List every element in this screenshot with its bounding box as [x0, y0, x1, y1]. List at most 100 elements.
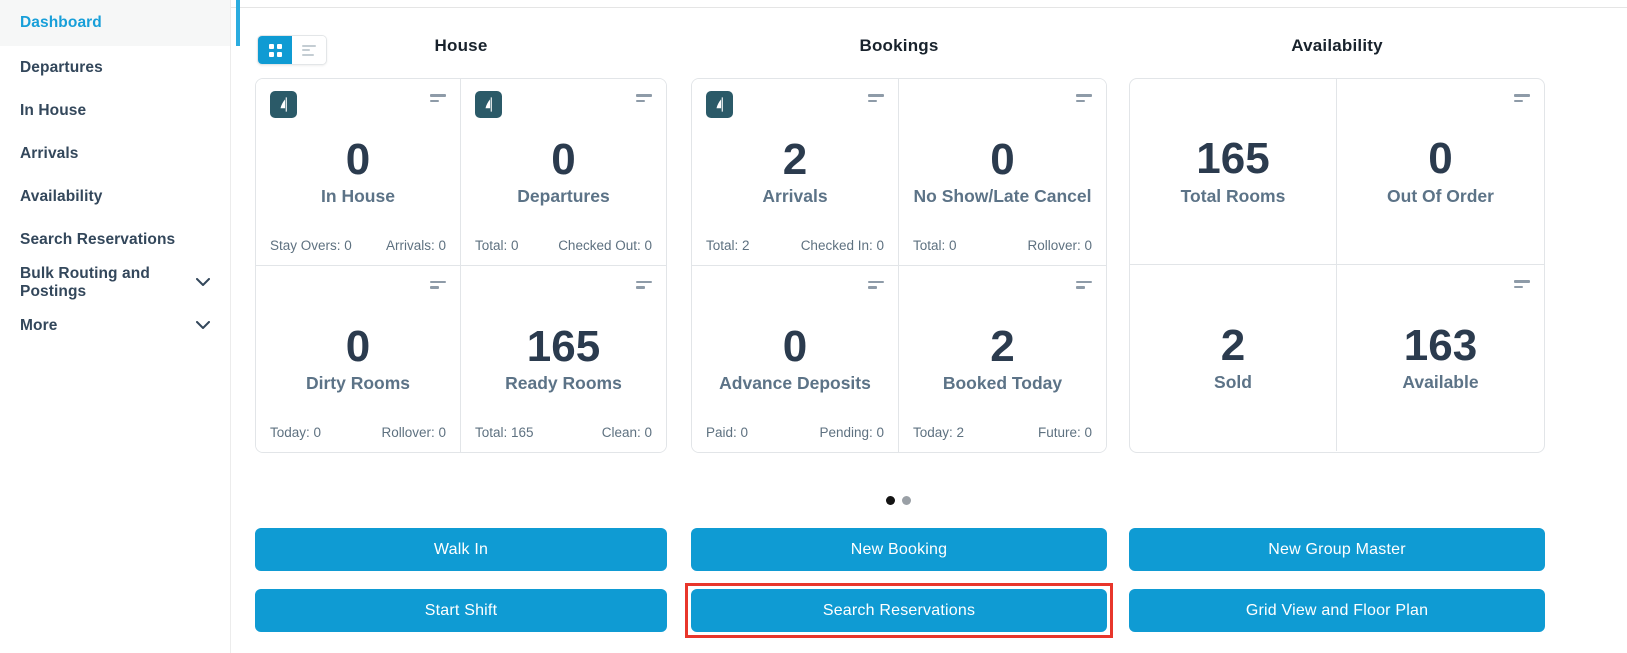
section-title-availability: Availability: [1291, 36, 1383, 55]
new-group-master-button[interactable]: New Group Master: [1129, 528, 1545, 571]
stat-footer-left: Paid: 0: [706, 425, 749, 440]
sidebar-item-search-reservations[interactable]: Search Reservations: [0, 218, 230, 261]
stat-value: 165: [1196, 134, 1270, 184]
card-summary-lines-icon[interactable]: [1514, 94, 1530, 102]
stat-label: Sold: [1214, 372, 1252, 393]
sidebar-item-label: Dashboard: [20, 14, 102, 31]
stat-footer-right: Rollover: 0: [381, 425, 446, 440]
card-summary-lines-icon[interactable]: [1514, 280, 1530, 288]
sidebar-item-availability[interactable]: Availability: [0, 175, 230, 218]
search-reservations-button[interactable]: Search Reservations: [691, 589, 1107, 632]
stat-card-ready-rooms[interactable]: 165 Ready Rooms Total: 165 Clean: 0: [461, 265, 666, 452]
stat-cell-out-of-order: 0 Out Of Order: [1337, 79, 1544, 264]
list-view-icon: [302, 42, 316, 58]
stat-card-departures[interactable]: 0 Departures Total: 0 Checked Out: 0: [461, 79, 666, 266]
stat-label: Dirty Rooms: [305, 372, 411, 393]
stat-footer-right: Clean: 0: [601, 425, 652, 440]
availability-row-sold[interactable]: 2 Sold 163 Available: [1130, 265, 1544, 451]
stat-value: 0: [345, 134, 371, 184]
grid-view-icon: [268, 43, 282, 57]
stat-card-advance-deposits[interactable]: 0 Advance Deposits Paid: 0 Pending: 0: [692, 265, 899, 452]
sidebar-item-label: Departures: [20, 58, 103, 76]
stat-label: In House: [321, 185, 395, 206]
grid-view-toggle-button[interactable]: [258, 36, 292, 64]
stat-card-booked-today[interactable]: 2 Booked Today Today: 2 Future: 0: [899, 265, 1106, 452]
card-summary-lines-icon[interactable]: [430, 94, 446, 102]
sidebar-item-in-house[interactable]: In House: [0, 89, 230, 132]
brand-sail-icon: [270, 91, 297, 118]
card-summary-lines-icon[interactable]: [430, 280, 446, 289]
sidebar-item-bulk-routing-and-postings[interactable]: Bulk Routing and Postings: [0, 261, 230, 304]
stat-footer-left: Stay Overs: 0: [270, 237, 352, 253]
card-summary-lines-icon[interactable]: [868, 280, 884, 289]
stat-footer-right: Rollover: 0: [1027, 237, 1092, 253]
active-nav-indicator: [236, 0, 240, 46]
stat-footer-left: Total: 165: [475, 425, 534, 440]
stat-footer-right: Arrivals: 0: [385, 237, 446, 253]
stat-footer-left: Today: 0: [270, 425, 322, 440]
stat-footer-right: Checked In: 0: [800, 237, 884, 253]
stat-cell-total-rooms: 165 Total Rooms: [1130, 79, 1337, 264]
brand-sail-icon: [475, 91, 502, 118]
card-summary-lines-icon[interactable]: [868, 94, 884, 102]
header-divider: [231, 7, 1627, 8]
pagination-dot[interactable]: [902, 496, 911, 505]
card-summary-lines-icon[interactable]: [636, 94, 652, 102]
stat-value: 165: [526, 321, 601, 371]
section-title-house: House: [434, 36, 488, 55]
stat-label: Ready Rooms: [505, 372, 622, 393]
stat-footer-right: Pending: 0: [819, 425, 884, 440]
house-panel: 0 In House Stay Overs: 0 Arrivals: 0 0 D…: [255, 78, 667, 453]
stat-value: 163: [1403, 320, 1478, 370]
stat-label: No Show/Late Cancel: [913, 185, 1092, 206]
availability-row-total[interactable]: 165 Total Rooms 0 Out Of Order: [1130, 79, 1544, 265]
stat-label: Out Of Order: [1387, 185, 1494, 206]
stat-card-in-house[interactable]: 0 In House Stay Overs: 0 Arrivals: 0: [256, 79, 461, 266]
stat-label: Arrivals: [762, 185, 828, 206]
stat-card-dirty-rooms[interactable]: 0 Dirty Rooms Today: 0 Rollover: 0: [256, 265, 461, 452]
stat-value: 2: [782, 134, 808, 184]
sidebar-item-label: Search Reservations: [20, 230, 176, 248]
pagination-dot-active[interactable]: [886, 496, 895, 505]
card-summary-lines-icon[interactable]: [1076, 280, 1092, 289]
card-summary-lines-icon[interactable]: [1076, 94, 1092, 102]
stat-label: Departures: [517, 185, 610, 206]
sidebar-item-label: Bulk Routing and Postings: [20, 264, 150, 300]
stat-footer-right: Future: 0: [1037, 425, 1092, 440]
chevron-down-icon: [196, 278, 210, 287]
availability-panel: 165 Total Rooms 0 Out Of Order 2 Sold 16…: [1129, 78, 1545, 453]
sidebar-item-label: Arrivals: [20, 144, 79, 162]
section-title-bookings: Bookings: [859, 36, 939, 55]
sidebar: Dashboard Departures In House Arrivals A…: [0, 0, 231, 653]
grid-view-and-floor-plan-button[interactable]: Grid View and Floor Plan: [1129, 589, 1545, 632]
sidebar-item-dashboard[interactable]: Dashboard: [0, 0, 230, 46]
brand-sail-icon: [706, 91, 733, 118]
sidebar-item-more[interactable]: More: [0, 304, 230, 347]
new-booking-button[interactable]: New Booking: [691, 528, 1107, 571]
bookings-panel: 2 Arrivals Total: 2 Checked In: 0 0 No S…: [691, 78, 1107, 453]
stat-value: 0: [990, 134, 1015, 184]
stat-cell-available: 163 Available: [1337, 265, 1544, 451]
chevron-down-icon: [196, 321, 210, 330]
stat-value: 0: [551, 134, 576, 184]
walk-in-button[interactable]: Walk In: [255, 528, 667, 571]
stat-label: Total Rooms: [1180, 185, 1286, 206]
sidebar-item-departures[interactable]: Departures: [0, 46, 230, 89]
stat-value: 0: [1428, 134, 1453, 184]
list-view-toggle-button[interactable]: [292, 36, 326, 64]
stat-card-arrivals[interactable]: 2 Arrivals Total: 2 Checked In: 0: [692, 79, 899, 266]
view-toggle: [257, 35, 327, 65]
stat-value: 2: [990, 321, 1015, 371]
stat-footer-left: Total: 0: [913, 237, 957, 253]
stat-value: 0: [782, 321, 808, 371]
stat-label: Advance Deposits: [719, 372, 871, 393]
stat-cell-sold: 2 Sold: [1130, 265, 1337, 451]
sidebar-item-arrivals[interactable]: Arrivals: [0, 132, 230, 175]
stat-footer-left: Total: 2: [706, 237, 750, 253]
card-summary-lines-icon[interactable]: [636, 280, 652, 289]
stat-card-no-show-late-cancel[interactable]: 0 No Show/Late Cancel Total: 0 Rollover:…: [899, 79, 1106, 266]
sidebar-item-label: Availability: [20, 187, 103, 205]
start-shift-button[interactable]: Start Shift: [255, 589, 667, 632]
sidebar-item-label: More: [20, 316, 58, 334]
stat-value: 2: [1220, 320, 1246, 370]
